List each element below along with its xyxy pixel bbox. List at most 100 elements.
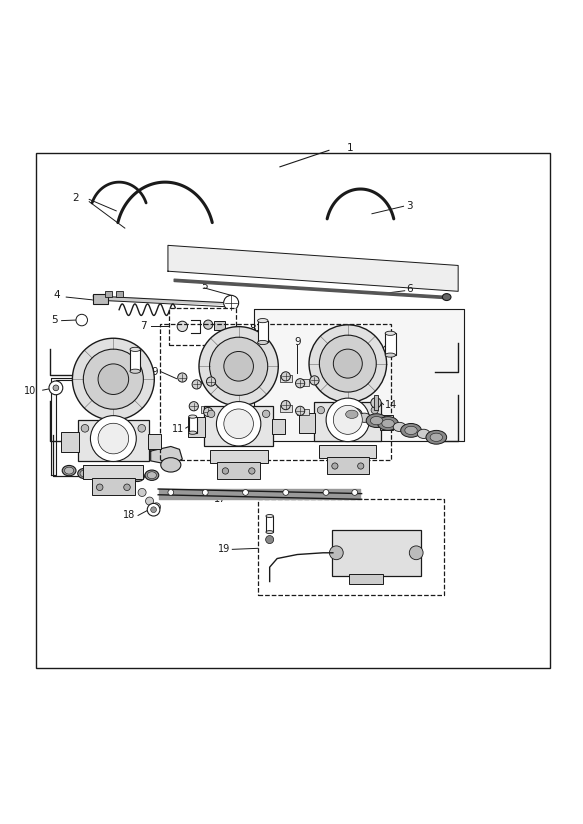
Text: 8: 8: [108, 355, 115, 365]
Ellipse shape: [342, 407, 362, 421]
Circle shape: [146, 497, 153, 505]
Bar: [204, 406, 273, 446]
Bar: [92, 478, 135, 495]
Circle shape: [333, 349, 362, 378]
Text: 15: 15: [353, 418, 365, 428]
Text: 11: 11: [172, 424, 184, 434]
Text: 9: 9: [294, 337, 301, 347]
Text: 18: 18: [123, 510, 135, 521]
Circle shape: [266, 536, 273, 544]
Ellipse shape: [147, 472, 156, 479]
Ellipse shape: [131, 471, 145, 481]
Text: 10: 10: [23, 386, 36, 396]
Bar: [36, 153, 550, 667]
Ellipse shape: [118, 471, 128, 478]
Circle shape: [326, 398, 370, 442]
Circle shape: [192, 380, 201, 389]
Bar: [217, 381, 229, 387]
Text: 16: 16: [434, 433, 446, 443]
Circle shape: [203, 407, 213, 417]
Text: 13: 13: [123, 447, 135, 457]
Circle shape: [203, 320, 213, 330]
Ellipse shape: [189, 431, 196, 434]
Ellipse shape: [130, 347, 141, 351]
Ellipse shape: [382, 419, 394, 428]
Ellipse shape: [442, 293, 451, 301]
Ellipse shape: [393, 423, 406, 432]
Circle shape: [224, 295, 238, 311]
Ellipse shape: [93, 472, 102, 479]
Text: 17: 17: [213, 494, 226, 504]
Circle shape: [329, 545, 343, 559]
Bar: [380, 415, 394, 430]
Polygon shape: [93, 296, 230, 305]
Ellipse shape: [145, 470, 159, 480]
Ellipse shape: [426, 430, 447, 444]
Polygon shape: [254, 308, 464, 441]
Ellipse shape: [133, 473, 142, 480]
Ellipse shape: [62, 466, 76, 475]
Circle shape: [124, 484, 130, 490]
Ellipse shape: [385, 331, 395, 335]
Circle shape: [249, 468, 255, 474]
Circle shape: [281, 400, 290, 410]
Ellipse shape: [258, 319, 268, 323]
Ellipse shape: [90, 470, 104, 480]
Circle shape: [323, 489, 329, 495]
Ellipse shape: [161, 457, 181, 472]
Ellipse shape: [266, 531, 273, 534]
Text: 6: 6: [406, 284, 413, 294]
Bar: [385, 333, 395, 355]
Text: 9: 9: [152, 367, 158, 377]
Circle shape: [206, 377, 216, 386]
Polygon shape: [168, 246, 458, 292]
Bar: [116, 292, 123, 297]
Ellipse shape: [378, 417, 398, 430]
Ellipse shape: [370, 416, 383, 424]
Ellipse shape: [65, 467, 73, 474]
Ellipse shape: [405, 426, 417, 434]
Ellipse shape: [116, 469, 130, 480]
Circle shape: [96, 484, 103, 490]
Circle shape: [296, 406, 305, 415]
Circle shape: [243, 489, 248, 495]
Circle shape: [189, 401, 198, 411]
Ellipse shape: [258, 340, 268, 344]
Circle shape: [208, 410, 215, 418]
Circle shape: [283, 489, 289, 495]
Ellipse shape: [430, 433, 442, 442]
Bar: [280, 405, 292, 412]
Ellipse shape: [189, 415, 196, 419]
Circle shape: [222, 468, 229, 474]
Bar: [201, 377, 212, 383]
Circle shape: [371, 398, 381, 408]
Circle shape: [199, 326, 278, 406]
Circle shape: [262, 410, 270, 418]
Circle shape: [209, 337, 268, 396]
Circle shape: [151, 507, 156, 513]
Circle shape: [319, 335, 376, 392]
Text: 2: 2: [72, 193, 79, 203]
Bar: [105, 292, 111, 297]
Circle shape: [310, 376, 319, 385]
Circle shape: [224, 352, 254, 381]
Ellipse shape: [358, 413, 371, 423]
Circle shape: [138, 489, 146, 497]
Circle shape: [72, 338, 154, 420]
Circle shape: [98, 364, 129, 395]
Circle shape: [202, 489, 208, 495]
Circle shape: [76, 314, 87, 325]
Text: 12: 12: [367, 376, 380, 386]
Circle shape: [168, 489, 174, 495]
Circle shape: [98, 424, 129, 454]
Ellipse shape: [266, 514, 273, 517]
Bar: [130, 349, 141, 371]
Bar: [280, 375, 292, 382]
Ellipse shape: [417, 429, 430, 438]
Circle shape: [81, 424, 89, 432]
Bar: [209, 450, 268, 463]
Circle shape: [49, 381, 63, 395]
Circle shape: [409, 545, 423, 559]
Ellipse shape: [401, 424, 422, 438]
Circle shape: [147, 503, 160, 516]
